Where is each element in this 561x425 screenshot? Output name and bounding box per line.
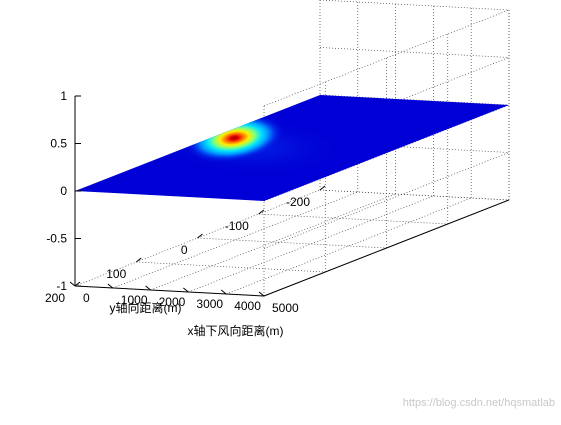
grid-line: [136, 261, 326, 273]
grid-line: [263, 9, 510, 107]
x-tick-label: 3000: [196, 297, 223, 311]
grid-line: [226, 197, 472, 295]
x-tick-mark: [69, 281, 76, 287]
x-tick-label: 4000: [234, 299, 261, 313]
y-tick-mark: [74, 281, 81, 287]
x-axis-line: [263, 199, 510, 297]
y-tick-mark: [197, 233, 203, 239]
y-tick-label: 0: [181, 243, 188, 257]
x-tick-label: 1000: [121, 293, 148, 307]
grid-line: [319, 47, 510, 58]
z-tick-label: -1: [56, 279, 67, 293]
y-tick-mark: [258, 209, 265, 215]
z-tick-label: 0: [60, 184, 67, 198]
grid-line: [74, 189, 321, 287]
y-tick-label: 100: [106, 267, 126, 281]
grid-line: [150, 193, 396, 291]
x-tick-mark: [258, 291, 265, 297]
x-tick-label: 0: [83, 291, 90, 305]
y-axis-label: y轴向距离(m): [110, 300, 182, 315]
y-tick-label: -200: [286, 195, 310, 209]
x-tick-mark: [107, 283, 114, 289]
x-tick-mark: [220, 289, 227, 295]
grid-line: [263, 57, 510, 154]
x-tick-label: 2000: [159, 295, 186, 309]
grid-line: [197, 237, 387, 249]
y-tick-label: 200: [45, 291, 65, 305]
grid-line: [319, 0, 510, 11]
grid-line: [263, 152, 510, 249]
surface: [75, 95, 509, 201]
grid-line: [112, 191, 358, 289]
grid-line: [319, 189, 510, 201]
z-tick-label: 1: [60, 89, 67, 103]
x-tick-mark: [183, 287, 189, 293]
z-tick-label: -0.5: [46, 232, 67, 246]
grid-line: [188, 195, 434, 293]
x-tick-mark: [145, 285, 151, 291]
grid-line: [258, 213, 448, 225]
y-axis-line: [74, 285, 265, 297]
x-tick-label: 5000: [272, 301, 299, 315]
y-tick-label: -100: [225, 219, 249, 233]
watermark: https://blog.csdn.net/hqsmatlab: [403, 397, 555, 409]
x-axis-label: x轴下风向距离(m): [188, 323, 284, 338]
z-tick-label: 0.5: [50, 137, 67, 151]
y-tick-mark: [135, 257, 142, 263]
y-tick-mark: [319, 185, 326, 191]
